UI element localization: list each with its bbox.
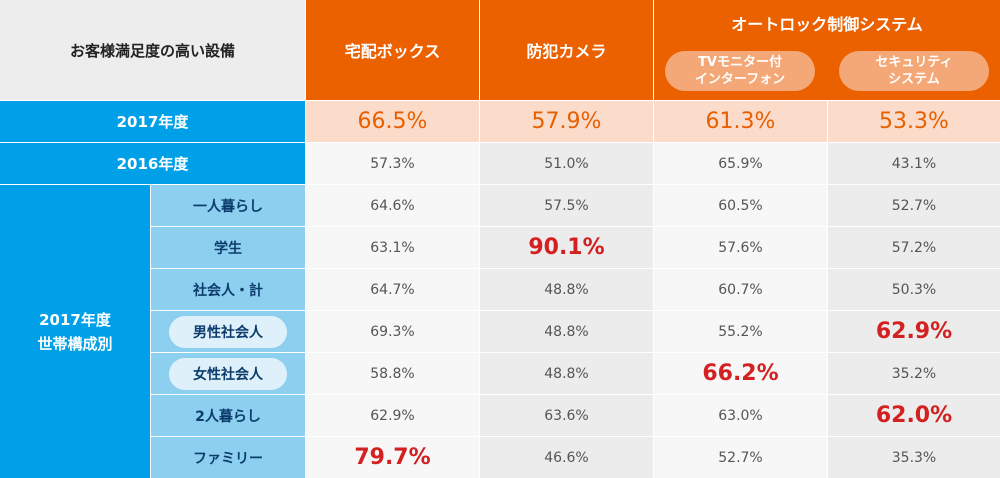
value-cell-r7-c2: 63.0% xyxy=(654,395,827,436)
value-cell-r6-c3: 35.2% xyxy=(828,353,1000,394)
table-title: お客様満足度の高い設備 xyxy=(0,0,305,100)
row-header-female-worker: 女性社会人 xyxy=(151,353,305,394)
column-header-tv-monitor: TVモニター付 インターフォン xyxy=(665,51,815,91)
value-cell-r7-c1: 63.6% xyxy=(480,395,653,436)
value-cell-r8-c2: 52.7% xyxy=(654,437,827,478)
value-cell-r5-c2: 55.2% xyxy=(654,311,827,352)
value-cell-r6-c0: 58.8% xyxy=(306,353,479,394)
column-header-security-system: セキュリティ システム xyxy=(839,51,989,91)
column-header-delivery-box: 宅配ボックス xyxy=(306,0,479,100)
value-cell-r3-c3: 57.2% xyxy=(828,227,1000,268)
row-header-male-worker: 男性社会人 xyxy=(151,311,305,352)
value-cell-r1-c1: 51.0% xyxy=(480,143,653,184)
row-header-male-worker-label: 男性社会人 xyxy=(169,315,287,348)
value-cell-r0-c3: 53.3% xyxy=(828,101,1000,142)
value-cell-r7-c0: 62.9% xyxy=(306,395,479,436)
value-cell-r4-c3: 50.3% xyxy=(828,269,1000,310)
value-cell-r2-c2: 60.5% xyxy=(654,185,827,226)
column-header-security-camera: 防犯カメラ xyxy=(480,0,653,100)
row-header-2016: 2016年度 xyxy=(0,143,305,184)
value-cell-r3-c1: 90.1% xyxy=(480,227,653,268)
value-cell-r0-c0: 66.5% xyxy=(306,101,479,142)
row-header-student: 学生 xyxy=(151,227,305,268)
value-cell-r1-c2: 65.9% xyxy=(654,143,827,184)
value-cell-r4-c2: 60.7% xyxy=(654,269,827,310)
value-cell-r1-c0: 57.3% xyxy=(306,143,479,184)
value-cell-r5-c1: 48.8% xyxy=(480,311,653,352)
value-cell-r8-c1: 46.6% xyxy=(480,437,653,478)
value-cell-r3-c2: 57.6% xyxy=(654,227,827,268)
value-cell-r3-c0: 63.1% xyxy=(306,227,479,268)
value-cell-r2-c1: 57.5% xyxy=(480,185,653,226)
row-group-household: 2017年度 世帯構成別 xyxy=(0,185,150,478)
row-header-couple: 2人暮らし xyxy=(151,395,305,436)
value-cell-r6-c1: 48.8% xyxy=(480,353,653,394)
row-header-worker-total: 社会人・計 xyxy=(151,269,305,310)
value-cell-r8-c3: 35.3% xyxy=(828,437,1000,478)
row-header-2017: 2017年度 xyxy=(0,101,305,142)
row-header-family: ファミリー xyxy=(151,437,305,478)
value-cell-r6-c2: 66.2% xyxy=(654,353,827,394)
value-cell-r7-c3: 62.0% xyxy=(828,395,1000,436)
value-cell-r0-c1: 57.9% xyxy=(480,101,653,142)
value-cell-r4-c1: 48.8% xyxy=(480,269,653,310)
value-cell-r4-c0: 64.7% xyxy=(306,269,479,310)
row-header-female-worker-label: 女性社会人 xyxy=(169,357,287,390)
value-cell-r1-c3: 43.1% xyxy=(828,143,1000,184)
row-header-single: 一人暮らし xyxy=(151,185,305,226)
value-cell-r2-c0: 64.6% xyxy=(306,185,479,226)
value-cell-r5-c3: 62.9% xyxy=(828,311,1000,352)
column-group-autolock-label: オートロック制御システム xyxy=(731,15,923,34)
value-cell-r8-c0: 79.7% xyxy=(306,437,479,478)
value-cell-r2-c3: 52.7% xyxy=(828,185,1000,226)
value-cell-r0-c2: 61.3% xyxy=(654,101,827,142)
value-cell-r5-c0: 69.3% xyxy=(306,311,479,352)
